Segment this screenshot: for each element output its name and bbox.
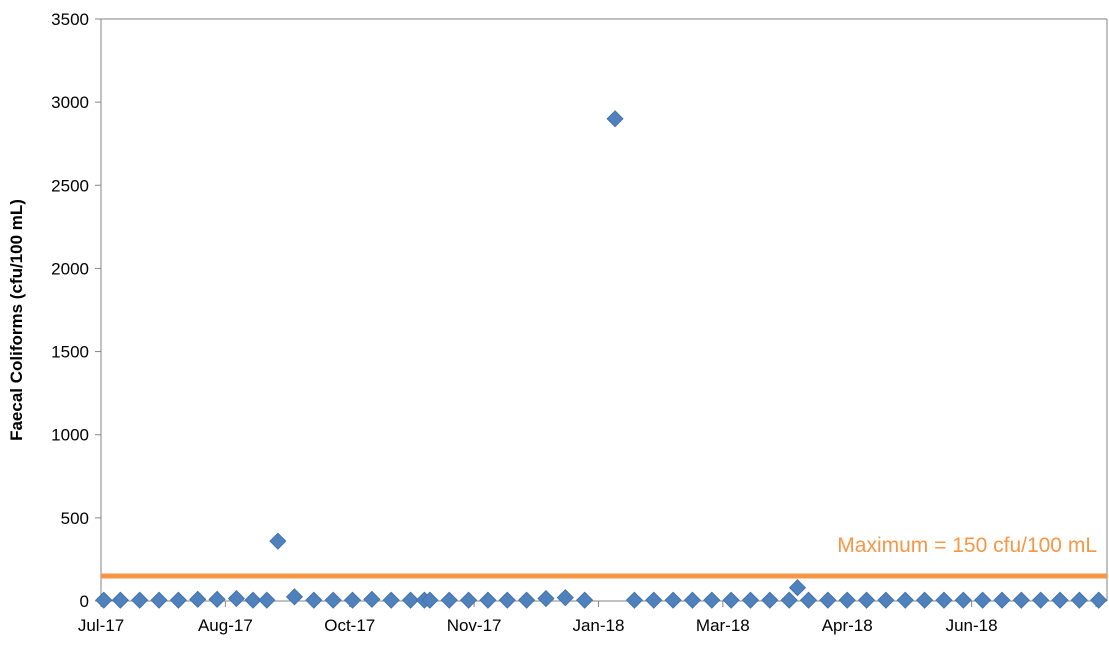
data-point (1090, 591, 1108, 609)
data-point (703, 591, 721, 609)
data-point (421, 591, 439, 609)
x-tick-label: Apr-18 (822, 616, 873, 635)
data-point (1070, 591, 1088, 609)
x-tick-label: Mar-18 (696, 616, 750, 635)
data-point (993, 591, 1011, 609)
y-tick-label: 500 (61, 509, 89, 528)
data-point (877, 591, 895, 609)
data-point (974, 591, 992, 609)
reference-line-group: Maximum = 150 cfu/100 mL (101, 534, 1107, 579)
data-point (285, 588, 304, 606)
data-point (576, 591, 594, 609)
data-point (683, 591, 702, 609)
y-tick-label: 3500 (51, 10, 89, 29)
y-tick-label: 3000 (51, 93, 89, 112)
data-point (819, 591, 837, 609)
y-tick-label: 2000 (51, 259, 89, 278)
data-point (625, 591, 643, 609)
data-point (208, 590, 226, 608)
x-tick-label: Aug-17 (198, 616, 253, 635)
y-tick-label: 0 (80, 592, 89, 611)
data-point (258, 591, 276, 609)
data-point (645, 591, 663, 609)
data-point (269, 532, 287, 550)
data-point (131, 591, 149, 609)
data-point (498, 591, 516, 609)
data-point (761, 591, 779, 609)
y-axis: 0 500 1000 1500 2000 2500 3000 3500 (51, 10, 102, 611)
data-point (935, 591, 953, 609)
data-point (664, 591, 682, 609)
data-point (537, 589, 555, 608)
plot-area (101, 18, 1108, 601)
data-point (189, 590, 207, 608)
y-tick-label: 2500 (51, 176, 89, 195)
x-axis: Jul-17 Aug-17 Oct-17 Nov-17 Jan-18 Mar-18 Apr-… (78, 600, 1107, 635)
data-point (169, 591, 187, 609)
x-tick-label: Oct-17 (324, 616, 375, 635)
data-point (780, 591, 798, 609)
data-point (556, 589, 574, 607)
data-point (227, 589, 245, 608)
data-point (111, 591, 129, 609)
data-point (1012, 591, 1030, 609)
y-tick-label: 1000 (51, 426, 89, 445)
data-point (95, 591, 113, 609)
x-tick-label: Jun-18 (946, 616, 998, 635)
data-point (382, 591, 400, 609)
data-point (741, 591, 760, 609)
x-tick-label: Jul-17 (78, 616, 124, 635)
data-point (244, 591, 262, 609)
data-point (916, 591, 934, 609)
data-point (150, 591, 168, 609)
data-point (305, 591, 323, 609)
data-point (363, 590, 381, 608)
data-point (343, 591, 362, 609)
data-point (460, 591, 478, 609)
data-point (788, 579, 807, 597)
data-point (1032, 591, 1050, 609)
y-axis-title: Faecal Coliforms (cfu/100 mL) (7, 199, 26, 441)
data-point (606, 110, 624, 128)
x-tick-label: Nov-17 (447, 616, 502, 635)
data-point (401, 591, 420, 609)
data-point (799, 591, 818, 609)
data-point (838, 591, 856, 609)
data-point (324, 591, 342, 609)
data-point (440, 591, 458, 609)
data-points (95, 110, 1108, 609)
y-tick-label: 1500 (51, 343, 89, 362)
data-point (954, 591, 972, 609)
data-point (479, 591, 497, 609)
data-point (1051, 591, 1069, 609)
x-tick-label: Jan-18 (572, 616, 624, 635)
data-point (857, 591, 876, 609)
data-point (518, 591, 536, 609)
data-point (722, 591, 740, 609)
reference-line-label: Maximum = 150 cfu/100 mL (837, 534, 1097, 557)
data-point (896, 591, 914, 609)
